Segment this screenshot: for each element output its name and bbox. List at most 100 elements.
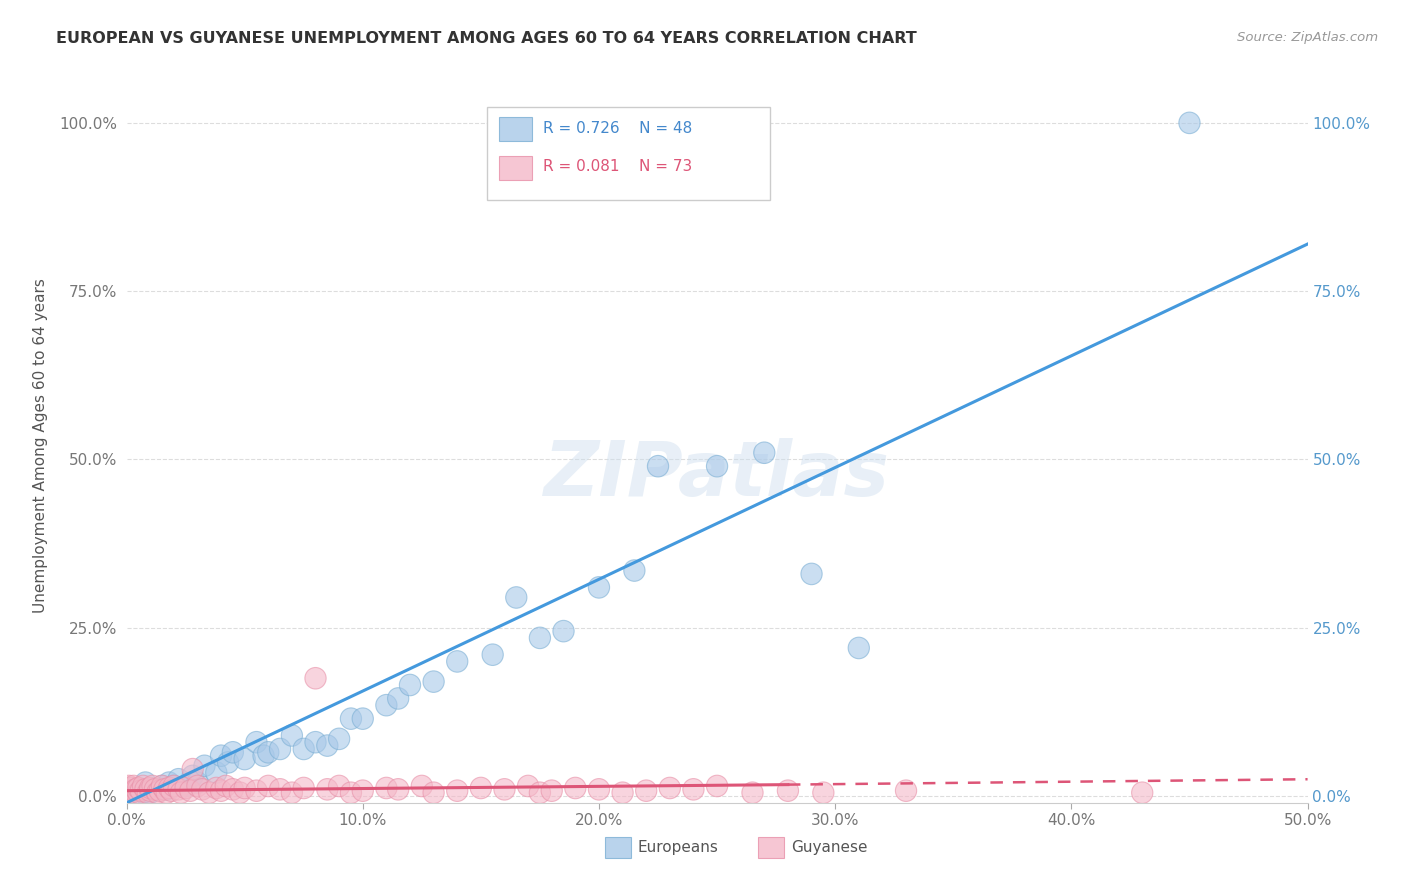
Ellipse shape xyxy=(683,779,704,800)
Ellipse shape xyxy=(122,780,145,801)
Ellipse shape xyxy=(588,576,610,599)
Text: Source: ZipAtlas.com: Source: ZipAtlas.com xyxy=(1237,31,1378,45)
Ellipse shape xyxy=(146,782,167,804)
Ellipse shape xyxy=(233,777,256,798)
Bar xyxy=(499,155,531,180)
Ellipse shape xyxy=(529,627,551,648)
Ellipse shape xyxy=(706,456,728,477)
Ellipse shape xyxy=(541,780,562,801)
Ellipse shape xyxy=(506,587,527,608)
Ellipse shape xyxy=(778,780,799,801)
Ellipse shape xyxy=(128,779,149,800)
Ellipse shape xyxy=(180,780,201,801)
Ellipse shape xyxy=(636,780,657,801)
Ellipse shape xyxy=(329,728,350,749)
Ellipse shape xyxy=(253,745,274,766)
Ellipse shape xyxy=(316,779,337,800)
Ellipse shape xyxy=(399,674,420,696)
Ellipse shape xyxy=(329,775,350,797)
Ellipse shape xyxy=(470,777,492,798)
Ellipse shape xyxy=(316,735,337,756)
Ellipse shape xyxy=(517,775,538,797)
Ellipse shape xyxy=(257,741,278,763)
Ellipse shape xyxy=(388,779,409,800)
Ellipse shape xyxy=(1132,782,1153,804)
Ellipse shape xyxy=(218,752,239,773)
Ellipse shape xyxy=(170,782,191,804)
Ellipse shape xyxy=(411,775,433,797)
Text: ZIPatlas: ZIPatlas xyxy=(544,438,890,511)
Ellipse shape xyxy=(205,777,226,798)
Ellipse shape xyxy=(132,775,153,797)
Ellipse shape xyxy=(139,777,160,798)
Ellipse shape xyxy=(163,775,184,797)
Ellipse shape xyxy=(118,780,139,801)
Ellipse shape xyxy=(135,772,156,793)
Ellipse shape xyxy=(388,688,409,709)
Ellipse shape xyxy=(375,694,396,716)
Ellipse shape xyxy=(159,772,180,793)
Ellipse shape xyxy=(270,739,291,760)
Ellipse shape xyxy=(152,775,173,797)
Ellipse shape xyxy=(139,782,160,804)
Ellipse shape xyxy=(423,782,444,804)
Ellipse shape xyxy=(229,782,250,804)
Ellipse shape xyxy=(211,745,232,766)
Ellipse shape xyxy=(246,780,267,801)
Ellipse shape xyxy=(588,779,610,800)
Ellipse shape xyxy=(896,780,917,801)
Ellipse shape xyxy=(706,775,728,797)
Y-axis label: Unemployment Among Ages 60 to 64 years: Unemployment Among Ages 60 to 64 years xyxy=(32,278,48,614)
Ellipse shape xyxy=(128,777,149,798)
Ellipse shape xyxy=(167,769,190,790)
Ellipse shape xyxy=(352,708,374,730)
Ellipse shape xyxy=(352,780,374,801)
Ellipse shape xyxy=(305,667,326,689)
Ellipse shape xyxy=(553,620,574,642)
Ellipse shape xyxy=(181,758,204,780)
Ellipse shape xyxy=(565,777,586,798)
Ellipse shape xyxy=(246,731,267,753)
Ellipse shape xyxy=(624,560,645,582)
Ellipse shape xyxy=(305,731,326,753)
Ellipse shape xyxy=(174,775,197,797)
Ellipse shape xyxy=(142,775,163,797)
Ellipse shape xyxy=(167,779,190,800)
Ellipse shape xyxy=(139,780,160,801)
Ellipse shape xyxy=(801,563,823,584)
Ellipse shape xyxy=(647,456,669,477)
Ellipse shape xyxy=(152,775,173,797)
Ellipse shape xyxy=(132,782,153,804)
Ellipse shape xyxy=(494,779,515,800)
Ellipse shape xyxy=(292,777,315,798)
Bar xyxy=(499,117,531,141)
Ellipse shape xyxy=(813,782,834,804)
Ellipse shape xyxy=(215,775,236,797)
Ellipse shape xyxy=(340,708,361,730)
Bar xyxy=(605,837,631,858)
Ellipse shape xyxy=(135,779,156,800)
Ellipse shape xyxy=(128,782,149,804)
Ellipse shape xyxy=(156,779,177,800)
Ellipse shape xyxy=(115,782,138,804)
Ellipse shape xyxy=(742,782,763,804)
Ellipse shape xyxy=(281,724,302,747)
Ellipse shape xyxy=(211,780,232,801)
Text: Guyanese: Guyanese xyxy=(792,840,868,855)
Ellipse shape xyxy=(174,777,197,798)
Ellipse shape xyxy=(153,779,174,800)
Ellipse shape xyxy=(194,755,215,777)
Ellipse shape xyxy=(160,780,181,801)
Ellipse shape xyxy=(447,650,468,673)
Ellipse shape xyxy=(159,777,180,798)
Text: EUROPEAN VS GUYANESE UNEMPLOYMENT AMONG AGES 60 TO 64 YEARS CORRELATION CHART: EUROPEAN VS GUYANESE UNEMPLOYMENT AMONG … xyxy=(56,31,917,46)
Ellipse shape xyxy=(529,782,551,804)
Ellipse shape xyxy=(257,775,278,797)
Ellipse shape xyxy=(187,775,208,797)
Ellipse shape xyxy=(447,780,468,801)
Ellipse shape xyxy=(281,782,302,804)
Text: R = 0.726    N = 48: R = 0.726 N = 48 xyxy=(544,121,693,136)
Ellipse shape xyxy=(118,775,139,797)
Ellipse shape xyxy=(122,775,145,797)
Ellipse shape xyxy=(423,671,444,692)
